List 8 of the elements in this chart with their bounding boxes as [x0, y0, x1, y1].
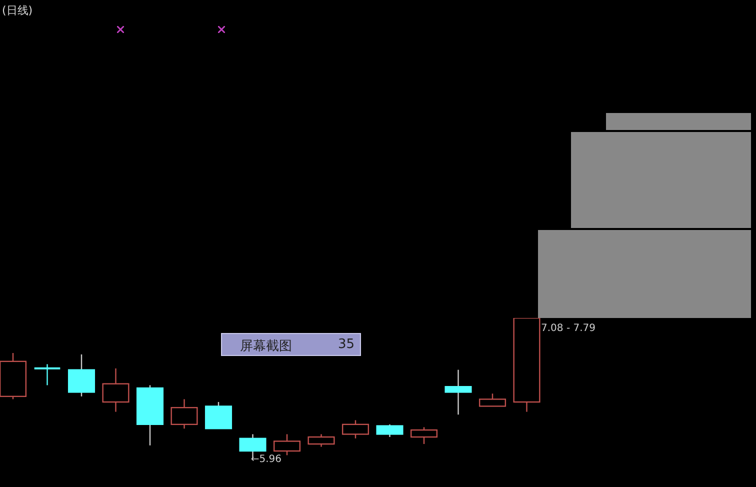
label-box: 屏幕截图 35: [221, 333, 361, 356]
candlestick: [444, 369, 472, 416]
annotation: ←5.96: [250, 454, 282, 465]
chart-title: (日线): [2, 3, 33, 18]
annotation: 35: [338, 337, 355, 352]
annotation: 7.08 - 7.79: [541, 323, 596, 334]
candlestick: [33, 364, 62, 386]
annotation: 屏幕截图: [240, 338, 292, 355]
